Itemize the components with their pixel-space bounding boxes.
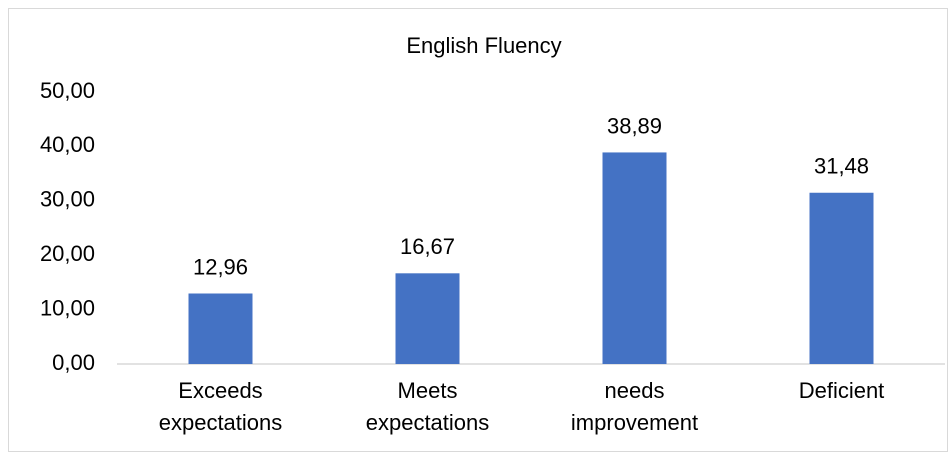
y-tick-label: 40,00 [40, 132, 95, 157]
y-tick-label: 0,00 [52, 350, 95, 375]
y-tick-label: 20,00 [40, 241, 95, 266]
x-tick-label: needs improvement [571, 378, 698, 435]
chart-title: English Fluency [406, 33, 561, 58]
bar [809, 192, 874, 364]
data-label: 38,89 [607, 113, 662, 138]
data-label: 12,96 [193, 254, 248, 279]
bar [395, 273, 460, 364]
data-label: 16,67 [400, 234, 455, 259]
bar [188, 293, 253, 364]
chart-border [8, 8, 948, 452]
x-tick-label: Exceeds expectations [159, 378, 283, 435]
x-tick-label: Meets expectations [366, 378, 490, 435]
y-tick-label: 50,00 [40, 78, 95, 103]
data-label: 31,48 [814, 154, 869, 179]
y-tick-label: 10,00 [40, 295, 95, 320]
y-tick-label: 30,00 [40, 187, 95, 212]
x-tick-label: Deficient [799, 378, 885, 403]
bar [602, 152, 667, 364]
